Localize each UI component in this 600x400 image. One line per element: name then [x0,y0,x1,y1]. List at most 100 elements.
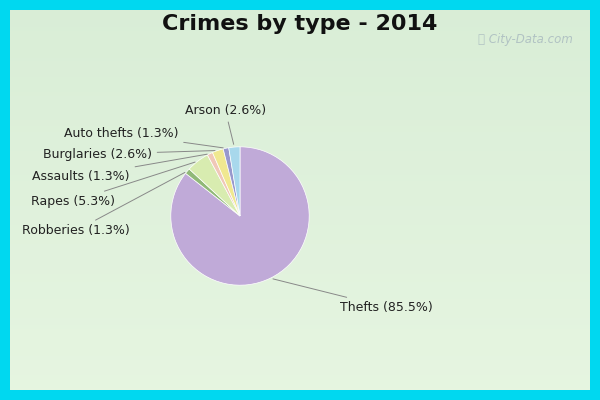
Bar [10,154,590,156]
Bar [10,158,590,160]
Bar [10,67,590,69]
Wedge shape [223,148,240,216]
Bar [10,289,590,291]
Bar [10,223,590,225]
Bar [10,215,590,217]
Bar [10,84,590,86]
Bar [10,187,590,189]
Bar [10,69,590,71]
Text: Arson (2.6%): Arson (2.6%) [185,104,266,144]
Bar [10,101,590,103]
Bar [10,354,590,356]
Bar [10,185,590,187]
Bar [10,124,590,126]
Bar [10,172,590,174]
Bar [10,246,590,248]
Bar [10,324,590,326]
Bar [10,192,590,194]
Bar [10,174,590,175]
Bar [10,116,590,118]
Bar [10,107,590,109]
Bar [10,128,590,130]
Bar [10,105,590,107]
Bar [10,322,590,324]
Bar [10,225,590,226]
Text: Burglaries (2.6%): Burglaries (2.6%) [43,148,215,161]
Bar [10,150,590,152]
Bar [10,74,590,76]
Bar [10,132,590,134]
Bar [10,190,590,192]
Bar [10,255,590,257]
Bar [10,306,590,308]
Bar [10,98,590,99]
Bar [10,367,590,369]
Bar [10,282,590,284]
Text: Crimes by type - 2014: Crimes by type - 2014 [163,14,437,34]
Bar [10,358,590,360]
Bar [10,363,590,365]
Bar [10,308,590,310]
Bar [10,348,590,350]
Bar [10,183,590,185]
Bar [10,29,590,31]
Bar [10,213,590,215]
Bar [10,240,590,242]
Bar [10,152,590,154]
Bar [10,293,590,295]
Text: Auto thefts (1.3%): Auto thefts (1.3%) [64,127,223,148]
Bar [10,76,590,78]
Text: Rapes (5.3%): Rapes (5.3%) [31,162,195,208]
Bar [10,230,590,232]
Bar [10,82,590,84]
Bar [10,65,590,67]
Bar [10,316,590,318]
Bar [10,204,590,206]
Bar [10,270,590,272]
Bar [10,162,590,164]
Bar [10,208,590,210]
Bar [10,137,590,139]
Wedge shape [229,147,240,216]
Bar [10,25,590,27]
Bar [10,166,590,168]
Bar [10,71,590,73]
Bar [10,373,590,375]
Bar [10,58,590,59]
Bar [10,206,590,208]
Bar [10,314,590,316]
Bar [10,369,590,371]
Bar [10,377,590,378]
Bar [10,189,590,190]
Bar [10,126,590,128]
Bar [10,22,590,23]
Bar [10,320,590,322]
Bar [10,217,590,219]
Bar [10,198,590,200]
Bar [10,339,590,341]
Bar [10,164,590,166]
Bar [10,350,590,352]
Text: Robberies (1.3%): Robberies (1.3%) [22,172,185,237]
Bar [10,266,590,268]
Bar [10,344,590,346]
Bar [10,181,590,183]
Bar [10,384,590,386]
Bar [10,14,590,16]
Bar [10,23,590,25]
Bar [10,248,590,250]
Bar [10,109,590,111]
Bar [10,331,590,333]
Bar [10,221,590,223]
Bar [10,318,590,320]
Bar [10,50,590,52]
Bar [10,263,590,265]
Bar [10,86,590,88]
Bar [10,365,590,367]
Bar [10,80,590,82]
Bar [10,251,590,253]
Bar [10,122,590,124]
Bar [10,346,590,348]
Bar [10,145,590,147]
Bar [10,141,590,143]
